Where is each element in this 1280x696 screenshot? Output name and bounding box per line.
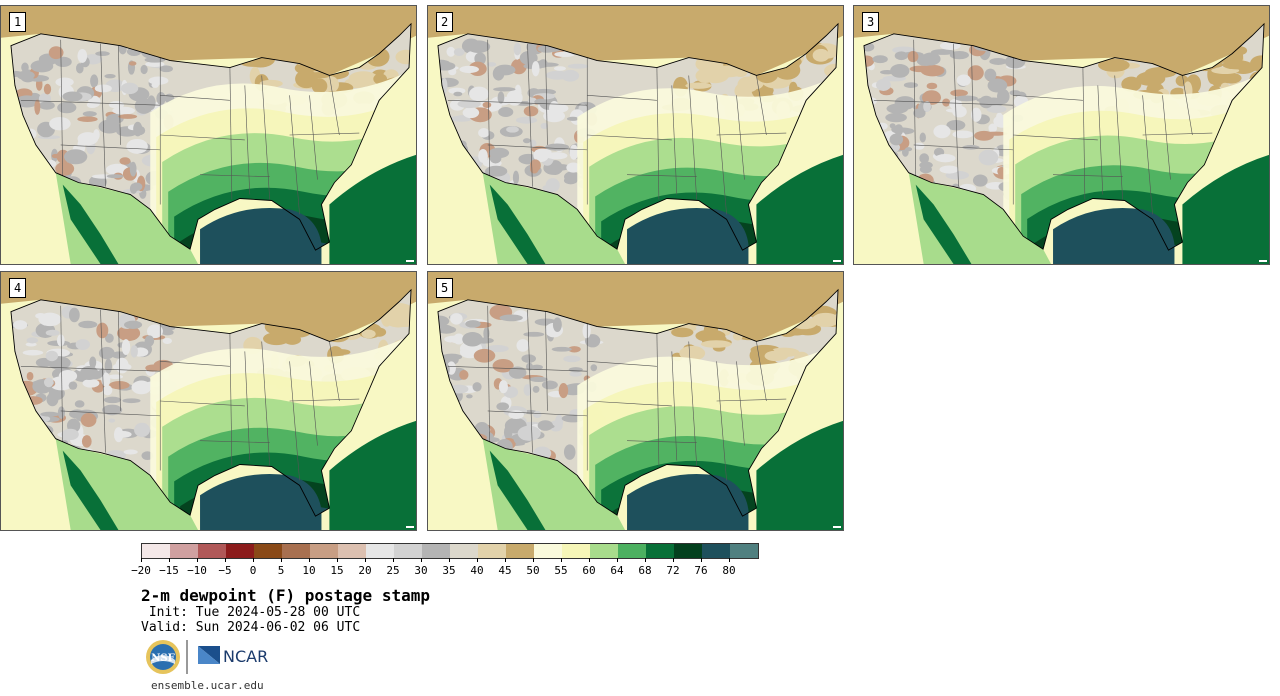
colorbar-tick-label: 5 bbox=[277, 564, 285, 577]
logos: NSF NCAR bbox=[145, 638, 275, 676]
colorbar-swatch bbox=[562, 544, 590, 558]
colorbar-tick-label: 30 bbox=[414, 564, 428, 577]
colorbar-tick-label: 80 bbox=[722, 564, 736, 577]
colorbar-tick bbox=[169, 558, 170, 562]
colorbar-swatch bbox=[534, 544, 562, 558]
dewpoint-map bbox=[428, 6, 843, 264]
colorbar-tick bbox=[673, 558, 674, 562]
ncar-logo-icon: NCAR bbox=[198, 646, 268, 666]
colorbar-tick bbox=[225, 558, 226, 562]
dewpoint-map bbox=[1, 272, 416, 530]
colorbar-swatch bbox=[394, 544, 422, 558]
panel-corner-mark bbox=[406, 526, 414, 528]
init-time: Init: Tue 2024-05-28 00 UTC bbox=[141, 605, 361, 620]
colorbar-swatch bbox=[590, 544, 618, 558]
map-panel-3: 3 bbox=[853, 5, 1270, 265]
colorbar-tick-label: −10 bbox=[187, 564, 207, 577]
colorbar-tick bbox=[253, 558, 254, 562]
colorbar-tick-label: −5 bbox=[218, 564, 232, 577]
colorbar-swatch bbox=[198, 544, 226, 558]
colorbar-swatch bbox=[646, 544, 674, 558]
colorbar-tick bbox=[421, 558, 422, 562]
colorbar-tick-label: 72 bbox=[666, 564, 680, 577]
colorbar-tick bbox=[617, 558, 618, 562]
colorbar-swatch bbox=[422, 544, 450, 558]
colorbar-tick-label: 0 bbox=[249, 564, 257, 577]
colorbar-swatch bbox=[506, 544, 534, 558]
colorbar-tick-label: 76 bbox=[694, 564, 708, 577]
map-panel-1: 1 bbox=[0, 5, 417, 265]
map-panel-5: 5 bbox=[427, 271, 844, 531]
colorbar-swatch bbox=[338, 544, 366, 558]
colorbar-tick-label: 68 bbox=[638, 564, 652, 577]
colorbar-swatch bbox=[450, 544, 478, 558]
dewpoint-map bbox=[1, 6, 416, 264]
colorbar-tick bbox=[701, 558, 702, 562]
panel-number-badge: 4 bbox=[9, 278, 27, 298]
colorbar-tick-label: 25 bbox=[386, 564, 400, 577]
colorbar-tick bbox=[141, 558, 142, 562]
logo-row: NSF NCAR bbox=[146, 640, 268, 674]
svg-text:NSF: NSF bbox=[151, 653, 174, 664]
panel-number-badge: 5 bbox=[436, 278, 454, 298]
colorbar-tick bbox=[729, 558, 730, 562]
panel-corner-mark bbox=[833, 260, 841, 262]
website-url: ensemble.ucar.edu bbox=[151, 679, 264, 692]
dewpoint-map bbox=[428, 272, 843, 530]
colorbar-tick-label: 20 bbox=[358, 564, 372, 577]
colorbar-tick bbox=[309, 558, 310, 562]
colorbar-tick bbox=[197, 558, 198, 562]
colorbar-tick-label: 35 bbox=[442, 564, 456, 577]
colorbar-tick-label: −20 bbox=[131, 564, 151, 577]
colorbar-tick-label: 64 bbox=[610, 564, 624, 577]
colorbar-tick bbox=[365, 558, 366, 562]
panel-number-badge: 2 bbox=[436, 12, 454, 32]
colorbar-swatch bbox=[142, 544, 170, 558]
valid-time: Valid: Sun 2024-06-02 06 UTC bbox=[141, 620, 361, 635]
colorbar-tick bbox=[533, 558, 534, 562]
panel-corner-mark bbox=[833, 526, 841, 528]
panel-number-badge: 3 bbox=[862, 12, 880, 32]
colorbar-swatch bbox=[618, 544, 646, 558]
colorbar-tick-label: −15 bbox=[159, 564, 179, 577]
panel-corner-mark bbox=[1259, 260, 1267, 262]
colorbar-tick-label: 60 bbox=[582, 564, 596, 577]
colorbar bbox=[141, 543, 759, 559]
colorbar-tick bbox=[281, 558, 282, 562]
colorbar-swatch bbox=[366, 544, 394, 558]
colorbar-swatch bbox=[478, 544, 506, 558]
colorbar-swatch bbox=[310, 544, 338, 558]
colorbar-tick-label: 45 bbox=[498, 564, 512, 577]
colorbar-swatch bbox=[282, 544, 310, 558]
colorbar-swatch bbox=[730, 544, 758, 558]
colorbar-tick bbox=[337, 558, 338, 562]
colorbar-swatch bbox=[702, 544, 730, 558]
colorbar-tick-label: 15 bbox=[330, 564, 344, 577]
panel-number-badge: 1 bbox=[9, 12, 27, 32]
colorbar-ticks: −20 −15 −10 −5 0 5 10 15 20 25 30 35 40 45 50 55 60 64 68 7… bbox=[131, 558, 755, 578]
nsf-logo-icon: NSF bbox=[146, 640, 180, 674]
colorbar-tick-label: 55 bbox=[554, 564, 568, 577]
chart-title: 2-m dewpoint (F) postage stamp bbox=[141, 586, 430, 605]
colorbar-swatch bbox=[674, 544, 702, 558]
svg-text:NCAR: NCAR bbox=[223, 647, 268, 666]
colorbar-tick-label: 50 bbox=[526, 564, 540, 577]
colorbar-tick bbox=[589, 558, 590, 562]
colorbar-tick bbox=[477, 558, 478, 562]
colorbar-tick bbox=[393, 558, 394, 562]
map-panel-2: 2 bbox=[427, 5, 844, 265]
colorbar-tick-label: 10 bbox=[302, 564, 316, 577]
dewpoint-map bbox=[854, 6, 1269, 264]
colorbar-tick bbox=[645, 558, 646, 562]
colorbar-swatch bbox=[170, 544, 198, 558]
colorbar-tick bbox=[561, 558, 562, 562]
colorbar-swatch bbox=[226, 544, 254, 558]
map-panel-4: 4 bbox=[0, 271, 417, 531]
panel-corner-mark bbox=[406, 260, 414, 262]
colorbar-tick bbox=[449, 558, 450, 562]
colorbar-swatch bbox=[254, 544, 282, 558]
colorbar-tick bbox=[505, 558, 506, 562]
colorbar-tick-label: 40 bbox=[470, 564, 484, 577]
